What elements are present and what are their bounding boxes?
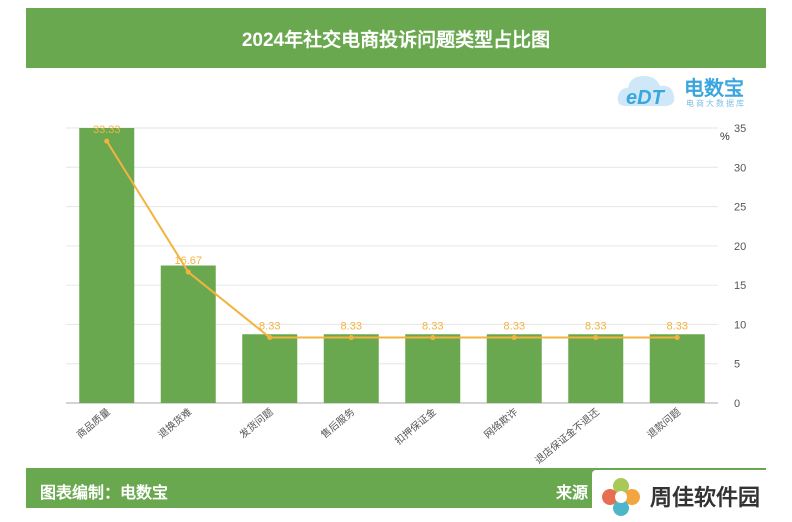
line-point (267, 335, 273, 341)
data-label: 8.33 (585, 321, 606, 333)
y-axis-unit: % (720, 131, 730, 143)
watermark-text: 周佳软件园 (650, 485, 761, 510)
x-tick-label: 网络欺诈 (481, 405, 520, 441)
data-label: 8.33 (422, 321, 443, 333)
data-label: 8.33 (341, 321, 362, 333)
data-label: 8.33 (667, 321, 688, 333)
footer-source: 来源 (556, 485, 589, 502)
bar (323, 334, 379, 403)
x-tick-label: 售后服务 (318, 405, 357, 441)
line-point (593, 335, 599, 341)
bar (405, 334, 461, 403)
footer-credit: 图表编制：电数宝 (40, 485, 169, 502)
logo-subtitle: 电商大数据库 (686, 99, 746, 108)
bar (160, 265, 216, 403)
line-point (511, 335, 517, 341)
y-tick-label: 10 (734, 319, 746, 331)
line-point (348, 335, 354, 341)
y-tick-label: 20 (734, 241, 746, 253)
bar (79, 128, 135, 403)
x-tick-label: 退店保证金不退还 (532, 405, 602, 466)
y-tick-label: 25 (734, 202, 746, 214)
line-point (430, 335, 436, 341)
chart-title-bar: 2024年社交电商投诉问题类型占比图 (26, 8, 766, 68)
x-tick-label: 商品质量 (74, 405, 113, 441)
data-label: 8.33 (259, 321, 280, 333)
y-tick-label: 30 (734, 162, 746, 174)
data-label: 16.67 (174, 255, 202, 267)
watermark: 周佳软件园 (592, 470, 792, 520)
logo-mark: eDT (626, 87, 666, 109)
y-tick-label: 5 (734, 359, 740, 371)
x-tick-label: 退款问题 (644, 405, 683, 441)
y-tick-label: 15 (734, 280, 746, 292)
chart-title: 2024年社交电商投诉问题类型占比图 (241, 29, 551, 51)
bar (568, 334, 624, 403)
logo-brand: 电数宝 (684, 78, 744, 100)
line-point (674, 335, 680, 341)
bar (242, 334, 298, 403)
line-point (104, 138, 110, 144)
x-tick-label: 扣押保证金 (392, 405, 439, 447)
y-tick-label: 0 (734, 398, 740, 410)
x-tick-label: 发货问题 (237, 405, 276, 441)
bar (486, 334, 542, 403)
line-point (185, 269, 191, 275)
bar (649, 334, 705, 403)
data-label: 33.33 (93, 124, 121, 136)
series-line (105, 140, 678, 339)
y-tick-label: 35 (734, 123, 746, 135)
cloud-logo-icon: eDT (617, 76, 675, 109)
x-tick-label: 退换货难 (155, 405, 194, 441)
brand-logo: eDT 电数宝 电商大数据库 (614, 66, 764, 116)
data-label: 8.33 (504, 321, 525, 333)
pinwheel-icon (602, 478, 640, 516)
